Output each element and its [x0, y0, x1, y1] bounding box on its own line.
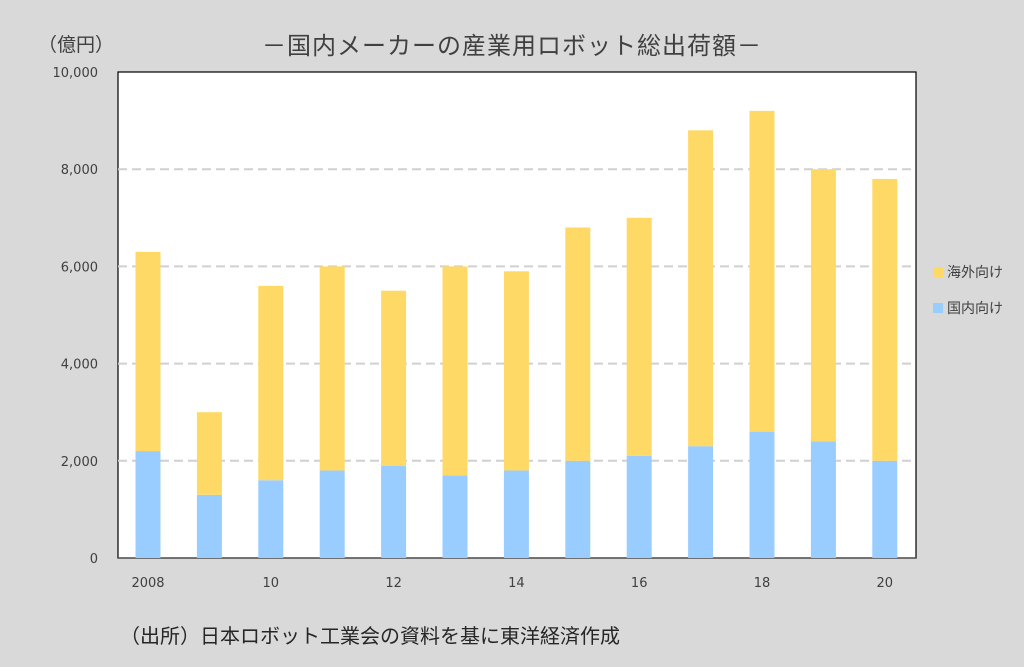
bar-overseas: [135, 251, 161, 452]
y-tick-labels: 0 2,000 4,000 6,000 8,000 10,000: [53, 66, 99, 567]
bar-domestic: [503, 470, 529, 558]
bar-domestic: [381, 465, 407, 558]
x-tick-labels: 2008 10 12 14 16 18 20: [131, 576, 893, 591]
bar-domestic: [749, 431, 775, 558]
bar-overseas: [872, 178, 898, 461]
y-tick-label: 0: [90, 552, 98, 567]
bar-domestic: [565, 460, 591, 558]
x-tick-label: 12: [385, 576, 402, 591]
source-note: （出所）日本ロボット工業会の資料を基に東洋経済作成: [120, 624, 620, 648]
bar-overseas: [810, 169, 836, 442]
bar-domestic: [319, 470, 345, 558]
x-tick-label: 18: [754, 576, 771, 591]
x-tick-label: 20: [877, 576, 894, 591]
y-tick-label: 2,000: [61, 455, 98, 470]
bar-domestic: [135, 451, 161, 558]
legend-swatch: [933, 303, 943, 313]
bar-domestic: [626, 455, 652, 558]
bar-domestic: [258, 480, 284, 558]
y-axis-unit-label: （億円）: [38, 34, 115, 56]
bar-overseas: [319, 266, 345, 471]
bar-overseas: [688, 130, 714, 447]
x-tick-label: 14: [508, 576, 525, 591]
x-tick-label: 16: [631, 576, 648, 591]
y-tick-label: 6,000: [61, 260, 98, 275]
bar-overseas: [565, 227, 591, 461]
x-tick-label: 2008: [131, 576, 164, 591]
bars-layer: [135, 110, 898, 558]
bar-domestic: [810, 441, 836, 558]
legend-label: 海外向け: [947, 265, 1003, 281]
y-tick-label: 10,000: [53, 66, 99, 81]
bar-domestic: [442, 475, 468, 558]
bar-overseas: [626, 217, 652, 456]
bar-domestic: [872, 460, 898, 558]
legend-swatch: [933, 267, 943, 277]
bar-overseas: [381, 290, 407, 466]
bar-domestic: [688, 446, 714, 558]
bar-overseas: [749, 110, 775, 432]
bar-overseas: [442, 266, 468, 476]
chart-title: －国内メーカーの産業用ロボット総出荷額－: [262, 32, 762, 60]
bar-overseas: [258, 285, 284, 481]
y-tick-label: 4,000: [61, 358, 98, 373]
y-tick-label: 8,000: [61, 163, 98, 178]
bar-overseas: [196, 412, 222, 495]
bar-overseas: [503, 271, 529, 471]
x-tick-label: 10: [263, 576, 280, 591]
legend-label: 国内向け: [947, 301, 1003, 317]
bar-domestic: [196, 494, 222, 558]
